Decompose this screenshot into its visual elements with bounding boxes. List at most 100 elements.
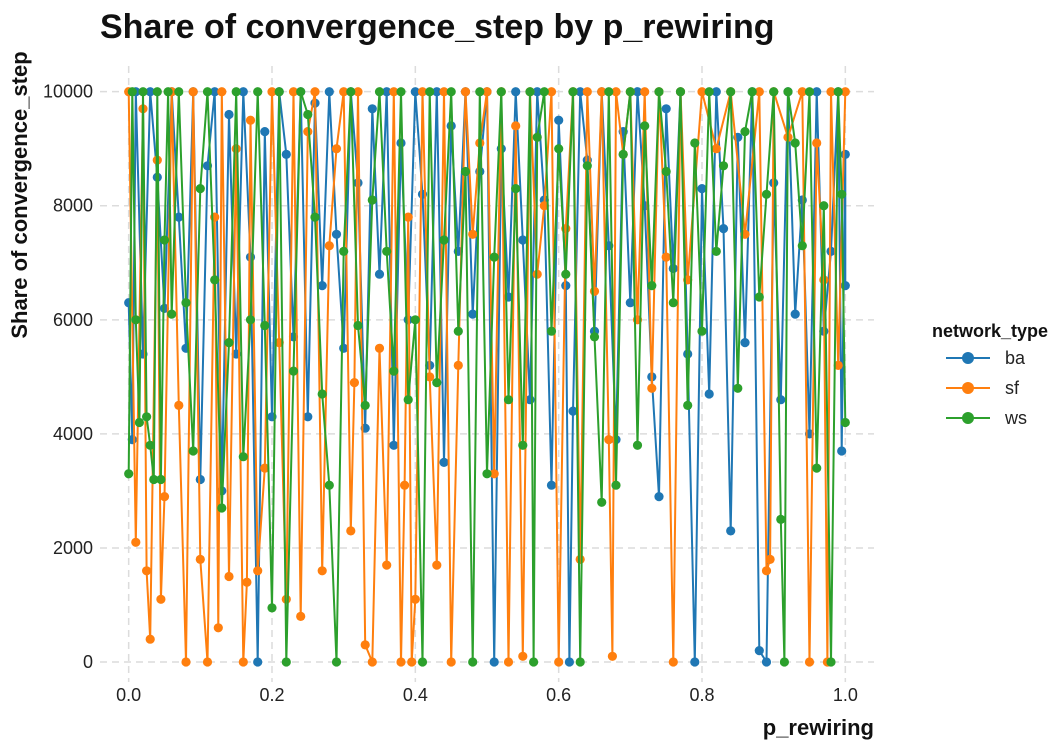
data-point-ba — [253, 657, 263, 667]
series-ws — [124, 87, 850, 667]
data-point-sf — [367, 657, 377, 667]
data-point-ba — [754, 646, 764, 656]
data-point-sf — [826, 87, 836, 97]
legend-item-sf: sf — [946, 378, 1020, 398]
data-point-ws — [346, 87, 356, 97]
data-point-sf — [582, 87, 592, 97]
data-point-sf — [202, 657, 213, 667]
data-point-ba — [518, 235, 528, 245]
data-point-ba — [812, 87, 822, 97]
data-point-ws — [274, 87, 284, 97]
data-point-ws — [697, 326, 707, 336]
data-point-sf — [539, 201, 549, 211]
data-point-ba — [396, 138, 406, 148]
data-point-ws — [776, 514, 786, 525]
data-point-sf — [288, 87, 299, 97]
data-point-ba — [389, 440, 399, 450]
data-point-sf — [511, 121, 521, 131]
data-point-ws — [195, 184, 205, 194]
data-point-ws — [518, 440, 528, 450]
data-point-sf — [339, 87, 349, 97]
data-point-sf — [181, 657, 191, 667]
data-point-ws — [245, 315, 256, 325]
data-point-sf — [159, 492, 170, 502]
chart-title: Share of convergence_step by p_rewiring — [100, 8, 775, 46]
legend-swatch-marker — [962, 352, 974, 364]
data-point-ba — [353, 178, 363, 188]
data-point-ba — [575, 87, 585, 97]
data-point-ws — [561, 269, 571, 279]
data-point-sf — [245, 115, 256, 125]
legend-swatch-marker — [962, 382, 974, 394]
data-point-ba — [468, 309, 478, 319]
data-point-sf — [145, 634, 155, 644]
data-point-ws — [840, 417, 850, 428]
y-tick-label: 0 — [83, 652, 93, 672]
data-point-ws — [496, 87, 506, 97]
data-point-sf — [353, 87, 363, 97]
data-point-ba — [837, 446, 847, 456]
legend-label: ba — [1005, 348, 1026, 368]
data-point-sf — [188, 87, 198, 97]
data-point-sf — [195, 554, 205, 565]
plot-area — [124, 87, 850, 667]
data-point-sf — [174, 400, 184, 410]
data-point-ws — [690, 138, 700, 148]
x-tick-label: 0.8 — [689, 685, 714, 705]
data-point-ws — [489, 252, 499, 262]
data-point-sf — [697, 87, 707, 97]
data-point-ws — [152, 87, 162, 97]
y-tick-label: 4000 — [53, 424, 93, 444]
data-point-ws — [747, 87, 757, 97]
data-point-sf — [804, 657, 815, 667]
data-point-ws — [134, 417, 144, 428]
data-point-ba — [281, 149, 291, 159]
data-point-ws — [740, 127, 750, 137]
data-point-sf — [711, 144, 721, 154]
data-point-ws — [142, 412, 152, 422]
data-point-ws — [797, 241, 807, 251]
data-point-ws — [281, 657, 291, 667]
data-point-ba — [382, 87, 392, 97]
data-point-sf — [317, 566, 327, 576]
data-point-sf — [647, 383, 657, 393]
data-point-ws — [589, 332, 600, 342]
data-point-sf — [260, 463, 270, 473]
data-point-ws — [529, 657, 539, 667]
data-point-ws — [632, 440, 643, 450]
data-point-ba — [410, 87, 420, 97]
data-point-ws — [303, 109, 313, 120]
data-point-ws — [202, 87, 213, 97]
data-point-sf — [611, 87, 621, 97]
data-point-ws — [360, 400, 370, 410]
y-axis-ticks: 0 2000 4000 6000 8000 10000 — [43, 82, 93, 672]
data-point-ws — [554, 144, 564, 154]
x-tick-label: 0.4 — [403, 685, 428, 705]
data-point-ws — [382, 246, 392, 256]
data-point-sf — [349, 378, 359, 388]
data-point-ba — [711, 87, 721, 97]
data-point-ws — [704, 87, 714, 97]
data-point-ws — [525, 87, 535, 97]
data-point-ws — [754, 292, 764, 302]
data-point-ba — [159, 303, 170, 313]
data-point-ba — [195, 474, 205, 485]
data-point-ws — [145, 440, 155, 450]
data-point-sf — [597, 87, 607, 97]
data-point-ws — [779, 657, 790, 667]
data-point-sf — [396, 657, 406, 667]
data-point-ws — [503, 395, 514, 405]
data-point-sf — [142, 566, 152, 576]
data-point-ws — [296, 87, 306, 97]
y-tick-label: 8000 — [53, 196, 93, 216]
data-point-ws — [324, 480, 334, 490]
data-point-ba — [718, 224, 729, 234]
data-point-sf — [296, 611, 306, 622]
data-point-sf — [453, 360, 463, 370]
data-point-ws — [819, 201, 829, 211]
data-point-sf — [446, 657, 456, 667]
data-point-ws — [310, 212, 320, 222]
data-point-ws — [253, 87, 263, 97]
data-point-ws — [661, 166, 671, 177]
